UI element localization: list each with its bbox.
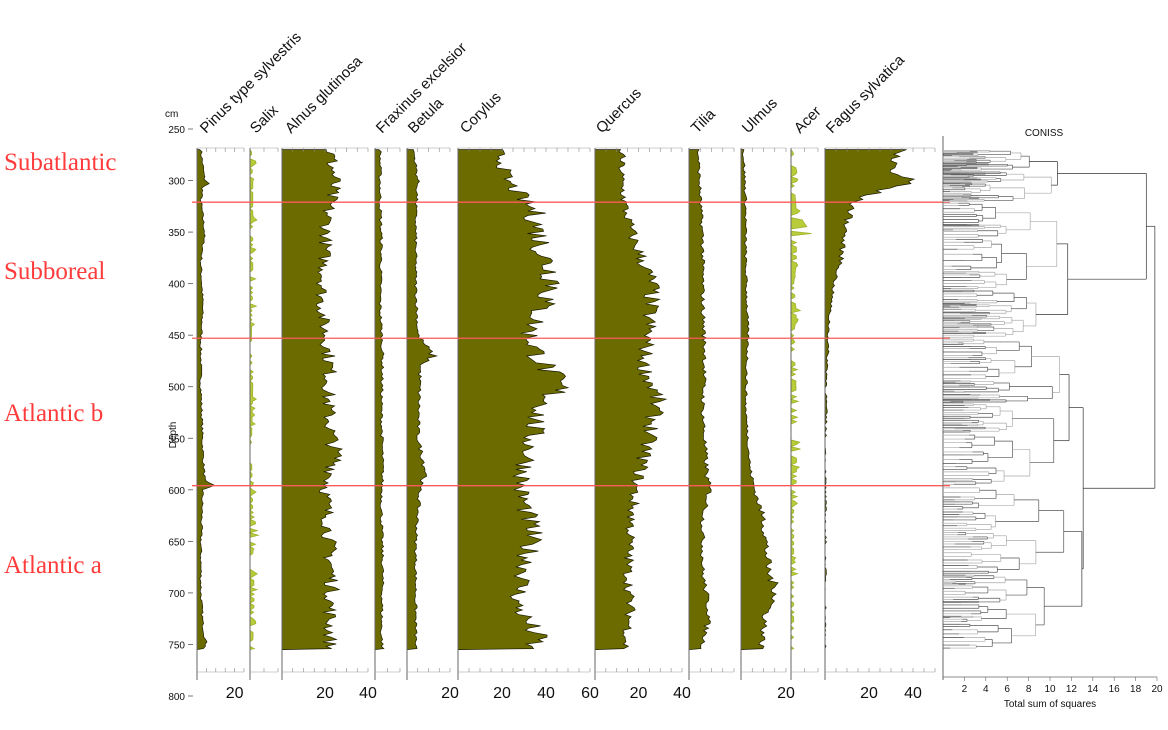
zone-label-atlantic-b: Atlantic b — [4, 400, 103, 427]
depth-tick-label: 450 — [168, 331, 185, 342]
taxon-area — [374, 149, 385, 651]
coniss-tick-label: 16 — [1109, 684, 1121, 695]
taxon-tick-label: 40 — [537, 685, 555, 702]
taxon-name: Alnus glutinosa — [282, 52, 366, 136]
taxon-tick-label: 60 — [581, 685, 599, 702]
taxon-panel-corylus: 20 40 60 Corylus — [457, 89, 599, 702]
depth-unit: cm — [165, 109, 178, 120]
coniss-tick-label: 12 — [1066, 684, 1078, 695]
taxon-tick-label: 40 — [359, 685, 377, 702]
taxon-tick-label: 20 — [316, 685, 334, 702]
depth-tick-label: 800 — [168, 692, 185, 703]
taxon-area — [789, 148, 812, 651]
coniss-panel: CONISS 2 4 6 8 10 12 14 16 18 20 Total sum of squar… — [942, 128, 1163, 710]
depth-tick-label: 550 — [168, 434, 185, 445]
zone-label-atlantic-a: Atlantic a — [4, 552, 102, 579]
zone-label-subatlantic: Subatlantic — [4, 149, 116, 176]
taxon-area — [594, 149, 668, 650]
taxon-panel-tilia: Tilia — [688, 105, 735, 680]
depth-label: Depth — [168, 422, 179, 449]
depth-tick-label: 350 — [168, 228, 185, 239]
depth-tick-label: 600 — [168, 486, 185, 497]
taxon-panel-alnus-glutinosa: 20 40 Alnus glutinosa — [281, 52, 377, 702]
coniss-tick-label: 4 — [983, 684, 989, 695]
taxon-name: Acer — [791, 103, 825, 137]
depth-tick-label: 650 — [168, 537, 185, 548]
coniss-tick-label: 14 — [1087, 684, 1099, 695]
taxon-panel-fagus-sylvatica: 20 40 Fagus sylvatica — [823, 51, 936, 702]
zone-labels: Subatlantic Subboreal Atlantic b Atlantic a — [4, 149, 116, 579]
coniss-tick-label: 6 — [1004, 684, 1010, 695]
taxon-area — [824, 149, 916, 650]
depth-tick-label: 300 — [168, 177, 185, 188]
taxon-name: Tilia — [688, 105, 720, 137]
taxon-name: Corylus — [457, 89, 505, 137]
taxon-area — [248, 148, 260, 651]
coniss-tick-label: 20 — [1151, 684, 1163, 695]
coniss-tick-label: 18 — [1130, 684, 1142, 695]
zone-label-subboreal: Subboreal — [4, 258, 105, 285]
depth-tick-label: 500 — [168, 383, 185, 394]
taxon-area — [196, 149, 216, 651]
depth-tick-label: 750 — [168, 640, 185, 651]
taxon-tick-label: 40 — [673, 685, 691, 702]
coniss-xlabel: Total sum of squares — [1004, 699, 1096, 710]
depth-axis: cm Depth 250 300 350 400 450 500 550 600 650 700 750… — [165, 109, 193, 703]
taxon-tick-label: 20 — [226, 685, 244, 702]
taxon-name: Salix — [247, 101, 282, 136]
taxon-tick-label: 20 — [493, 685, 511, 702]
taxon-area — [406, 149, 439, 650]
taxon-name: Quercus — [593, 85, 645, 137]
depth-tick-label: 700 — [168, 589, 185, 600]
depth-tick-label: 250 — [168, 125, 185, 136]
taxon-name: Fagus sylvatica — [823, 51, 909, 137]
coniss-tick-label: 10 — [1044, 684, 1056, 695]
coniss-title: CONISS — [1025, 128, 1064, 139]
depth-tick-label: 400 — [168, 280, 185, 291]
taxon-area — [688, 149, 712, 650]
taxon-tick-label: 40 — [904, 685, 922, 702]
taxon-tick-label: 20 — [630, 685, 648, 702]
taxon-panel-quercus: 20 40 Quercus — [593, 85, 691, 702]
taxon-panel-salix: Salix — [247, 101, 282, 680]
coniss-tick-label: 2 — [962, 684, 968, 695]
taxon-area — [740, 149, 779, 650]
taxon-tick-label: 20 — [777, 685, 795, 702]
taxon-panel-ulmus: 20 Ulmus — [739, 95, 795, 702]
taxon-tick-label: 20 — [441, 685, 459, 702]
taxon-name: Ulmus — [739, 95, 781, 137]
taxon-area — [457, 149, 570, 650]
coniss-tick-label: 8 — [1026, 684, 1032, 695]
taxon-panel-acer: Acer — [789, 103, 825, 680]
zone-boundaries — [192, 201, 950, 487]
taxon-tick-label: 20 — [860, 685, 878, 702]
taxon-area — [281, 149, 344, 650]
